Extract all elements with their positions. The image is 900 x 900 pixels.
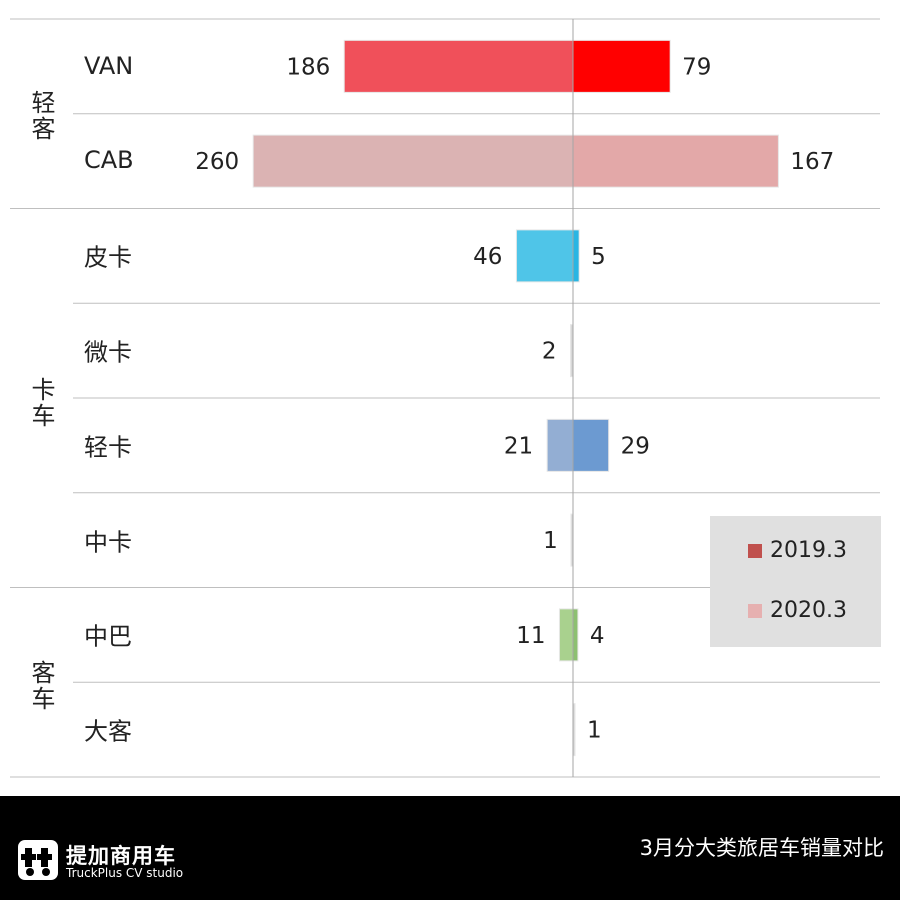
- chart-title: 3月分大类旅居车销量对比: [639, 836, 884, 860]
- data-label-2019-5: 1: [543, 528, 558, 554]
- group-label-truck: 卡车: [27, 377, 55, 429]
- bar-2019-4: [546, 418, 574, 472]
- category-label-micro-truck: 微卡: [84, 338, 132, 367]
- bar-2020-6: [572, 608, 579, 662]
- category-label-medium-bus: 中巴: [84, 622, 132, 651]
- truckplus-logo-icon: [18, 840, 58, 880]
- data-label-2019-6: 11: [516, 623, 545, 649]
- bar-2019-2: [515, 229, 574, 283]
- group-label-bus: 客车: [27, 660, 55, 712]
- brand-subtitle: TruckPlus CV studio: [66, 866, 184, 880]
- legend-swatch-2019: [748, 543, 762, 558]
- data-label-2020-4: 29: [621, 433, 650, 459]
- legend-item-2019: 2019.3: [748, 538, 847, 563]
- legend-label-2020: 2020.3: [770, 598, 847, 623]
- category-label-medium-truck: 中卡: [84, 528, 132, 557]
- data-label-2019-3: 2: [542, 339, 557, 365]
- group-label-light-bus: 轻客: [27, 90, 55, 142]
- data-label-2019-0: 186: [286, 54, 330, 80]
- bar-2020-0: [572, 39, 671, 93]
- bar-2020-1: [572, 134, 779, 188]
- legend-swatch-2020: [748, 603, 762, 618]
- data-label-2019-2: 46: [473, 244, 502, 270]
- data-label-2019-4: 21: [504, 433, 533, 459]
- data-label-2020-1: 167: [790, 149, 834, 175]
- category-label-cab: CAB: [84, 146, 134, 174]
- legend-label-2019: 2019.3: [770, 538, 847, 563]
- category-label-pickup: 皮卡: [84, 243, 132, 272]
- bar-2019-6: [558, 608, 574, 662]
- footer-bar: 提加商用车 TruckPlus CV studio 3月分大类旅居车销量对比: [0, 796, 900, 900]
- bar-2019-0: [343, 39, 574, 93]
- brand-name: 提加商用车: [66, 844, 176, 868]
- data-label-2019-1: 260: [195, 149, 239, 175]
- data-label-2020-6: 4: [590, 623, 605, 649]
- bar-2020-4: [572, 418, 610, 472]
- category-label-large-bus: 大客: [84, 717, 132, 746]
- chart-legend: 2019.3 2020.3: [710, 516, 881, 647]
- data-label-2020-7: 1: [587, 718, 602, 744]
- category-label-van: VAN: [84, 52, 134, 80]
- data-label-2020-2: 5: [591, 244, 606, 270]
- bar-2019-1: [252, 134, 574, 188]
- bar-2020-2: [572, 229, 580, 283]
- data-label-2020-0: 79: [682, 54, 711, 80]
- legend-item-2020: 2020.3: [748, 598, 847, 623]
- category-label-light-truck: 轻卡: [84, 433, 132, 462]
